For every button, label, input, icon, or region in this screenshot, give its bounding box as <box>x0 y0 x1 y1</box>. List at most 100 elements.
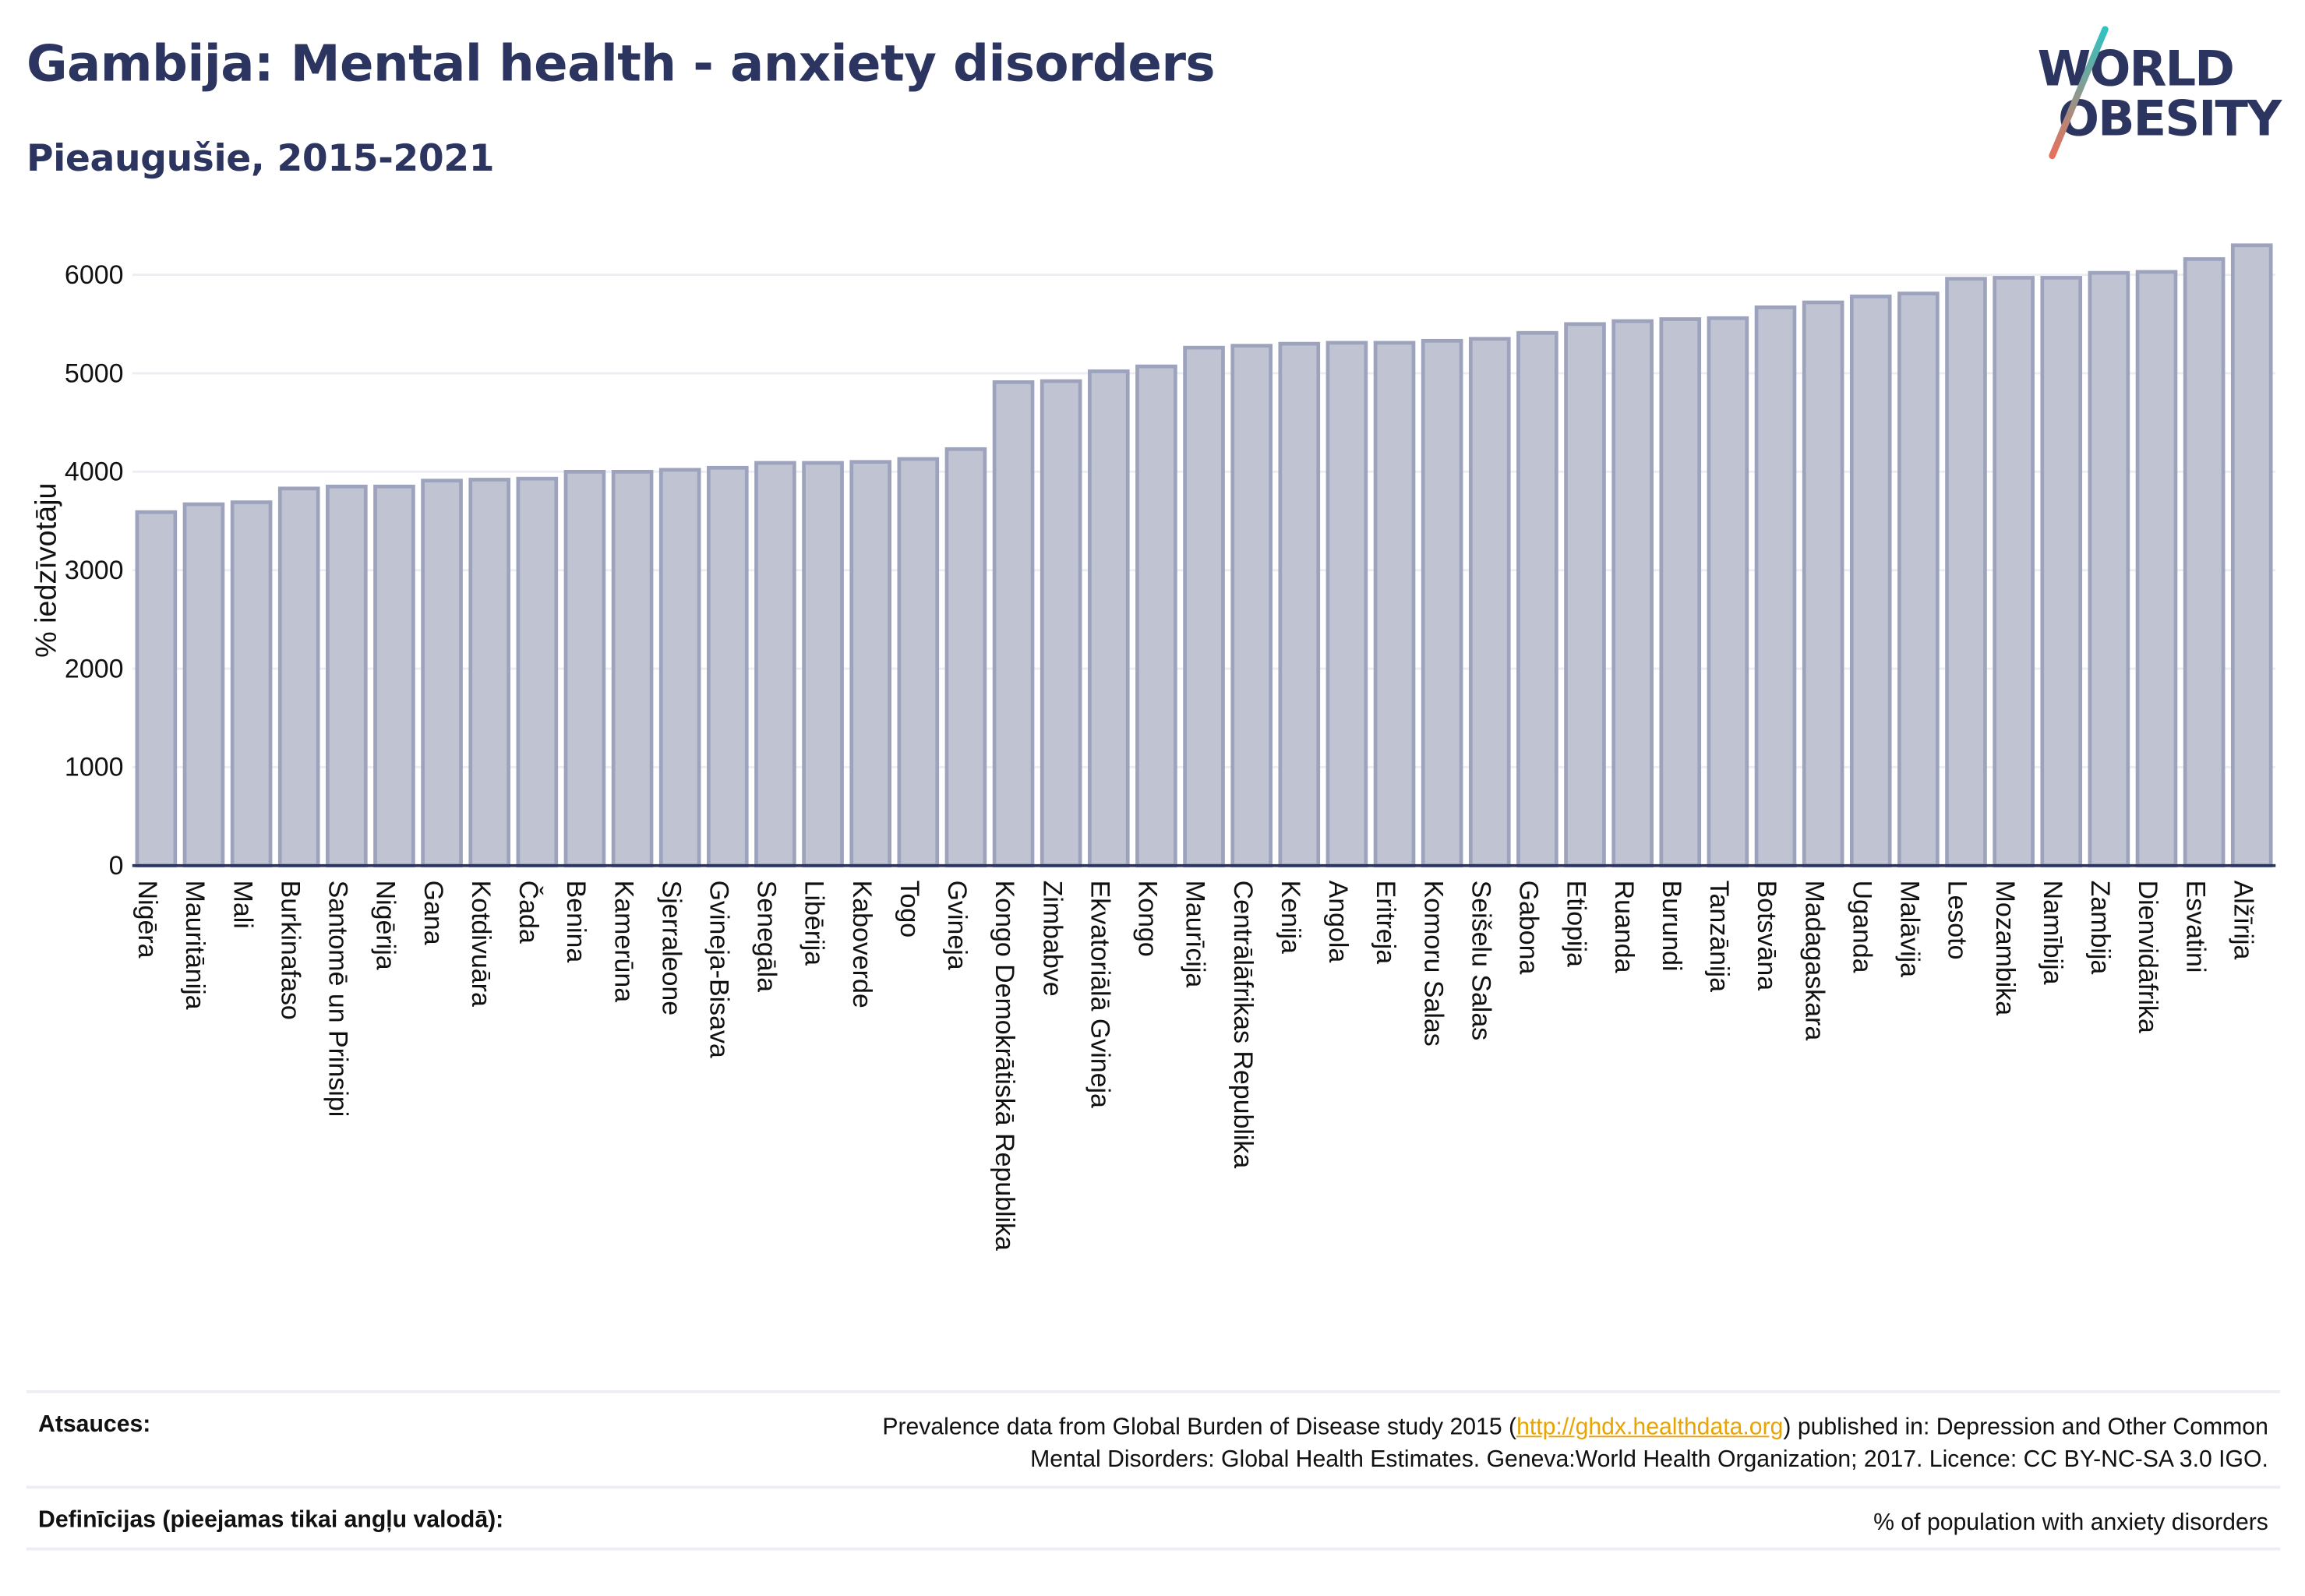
bar-chart: 0 1000 2000 3000 4000 5000 6000 Nigēra Mauritān… <box>30 243 2276 1251</box>
sources-line-2: Mental Disorders: Global Health Estimate… <box>1030 1447 2268 1473</box>
x-tick-label: Mauritānija <box>180 881 210 1010</box>
x-tick-label: Seišelu Salas <box>1466 881 1495 1041</box>
sources-text: Prevalence data from Global Burden of Di… <box>882 1412 2280 1477</box>
sources-link[interactable]: http://ghdx.healthdata.org <box>1516 1415 1784 1441</box>
x-tick-label: Lesoto <box>1943 881 1972 960</box>
y-tick-label: 3000 <box>65 556 124 585</box>
bar <box>1040 379 1082 868</box>
x-tick-label: Ekvatoriālā Gvineja <box>1085 881 1114 1108</box>
bar <box>658 468 701 868</box>
x-tick-label: Burundi <box>1657 881 1686 972</box>
logo-line2: OBESITY <box>2058 90 2282 147</box>
bar <box>1325 341 1368 868</box>
x-tick-label: Mozambika <box>1990 881 2020 1016</box>
bar <box>516 476 559 868</box>
x-tick-label: Kenija <box>1276 881 1305 954</box>
bar <box>135 510 178 868</box>
bar <box>421 478 463 868</box>
bar <box>1897 291 1940 868</box>
bar <box>2040 276 2083 868</box>
bar <box>230 500 273 868</box>
bar <box>849 460 891 868</box>
bar <box>897 457 940 868</box>
definitions-row: Definīcijas (pieejamas tikai angļu valod… <box>26 1485 2280 1551</box>
x-tick-label: Alžīrija <box>2228 881 2257 960</box>
bar <box>1421 338 1463 868</box>
x-tick-label: Zimbabve <box>1037 881 1067 997</box>
definitions-text: % of population with anxiety disorders <box>1873 1510 2268 1536</box>
x-tick-label: Maurīcija <box>1181 881 1210 988</box>
bar <box>1230 344 1273 868</box>
definitions-label: Definīcijas (pieejamas tikai angļu valod… <box>38 1507 504 1533</box>
x-tick-label: Gvineja <box>942 881 972 970</box>
x-tick-label: Santomē un Prinsipi <box>323 881 353 1118</box>
x-tick-label: Nigēra <box>132 881 162 959</box>
x-tick-label: Angola <box>1323 881 1353 963</box>
bar <box>277 486 320 868</box>
bar <box>1849 295 1892 868</box>
x-tick-label: Kongo <box>1133 881 1163 957</box>
x-tick-label: Botsvāna <box>1752 881 1781 991</box>
x-tick-label: Benina <box>561 881 591 963</box>
bar <box>1802 300 1844 868</box>
x-tick-label: Malāvija <box>1895 881 1925 978</box>
bar <box>944 447 987 868</box>
x-tick-label: Kongo Demokrātiskā Republika <box>990 881 1019 1251</box>
x-tick-label: Kamerūna <box>609 881 638 1003</box>
bar <box>563 469 606 868</box>
x-tick-label: Zambija <box>2085 881 2115 975</box>
x-tick-label: Nigērija <box>371 881 401 970</box>
bar <box>1278 341 1321 868</box>
bar <box>1611 319 1654 868</box>
chart-title: Gambija: Mental health - anxiety disorde… <box>26 35 1216 94</box>
sources-post: ) published in: Depression and Other Com… <box>1783 1415 2268 1441</box>
bar <box>1373 341 1416 868</box>
x-tick-label: Eritreja <box>1371 881 1400 965</box>
logo-line1: WORLD <box>2038 40 2233 97</box>
bar <box>468 478 511 868</box>
x-tick-label: Dienvidāfrika <box>2133 881 2162 1033</box>
y-tick-label: 5000 <box>65 358 124 388</box>
bar <box>326 484 368 868</box>
bar <box>1659 317 1702 868</box>
y-axis-label: % iedzīvotāju <box>30 483 62 658</box>
y-tick-label: 0 <box>109 851 124 881</box>
x-tick-label: Esvatini <box>2180 881 2210 973</box>
x-tick-label: Čada <box>514 881 543 944</box>
x-tick-labels: Nigēra Mauritānija Mali Burkinafaso Santomē … <box>132 881 2257 1251</box>
y-tick-labels: 0 1000 2000 3000 4000 5000 6000 <box>65 260 124 881</box>
x-tick-label: Madagaskara <box>1799 881 1829 1041</box>
logo-slash-icon <box>2049 26 2109 160</box>
x-tick-label: Senegāla <box>752 881 782 993</box>
x-tick-label: Gabona <box>1514 881 1544 975</box>
bar <box>2183 257 2226 868</box>
footer-table: Atsauces: Prevalence data from Global Bu… <box>26 1389 2280 1551</box>
sources-pre: Prevalence data from Global Burden of Di… <box>882 1415 1517 1441</box>
sources-label: Atsauces: <box>38 1412 151 1438</box>
bar <box>754 461 796 868</box>
bar <box>1087 369 1130 868</box>
y-tick-label: 2000 <box>65 654 124 683</box>
bar <box>1183 345 1225 868</box>
bar <box>1135 364 1177 868</box>
x-tick-label: Ruanda <box>1609 881 1639 973</box>
x-tick-label: Centrālāfrikas Republika <box>1228 881 1258 1169</box>
x-tick-label: Kaboverde <box>847 881 877 1008</box>
sources-row: Atsauces: Prevalence data from Global Bu… <box>26 1389 2280 1486</box>
bar <box>2230 243 2273 868</box>
x-tick-label: Kotdivuāra <box>466 881 496 1007</box>
bar <box>182 502 225 868</box>
x-tick-label: Togo <box>895 881 924 938</box>
bar <box>1564 322 1606 868</box>
x-tick-label: Etiopija <box>1562 881 1591 967</box>
bar <box>1468 337 1511 868</box>
y-tick-label: 6000 <box>65 260 124 290</box>
x-tick-label: Burkinafaso <box>275 881 305 1020</box>
bar <box>1993 276 2035 868</box>
world-obesity-logo: WORLD OBESITY <box>2038 26 2284 160</box>
x-tick-label: Libērija <box>800 881 829 966</box>
y-tick-label: 4000 <box>65 457 124 487</box>
bar <box>373 484 415 868</box>
y-tick-label: 1000 <box>65 753 124 782</box>
